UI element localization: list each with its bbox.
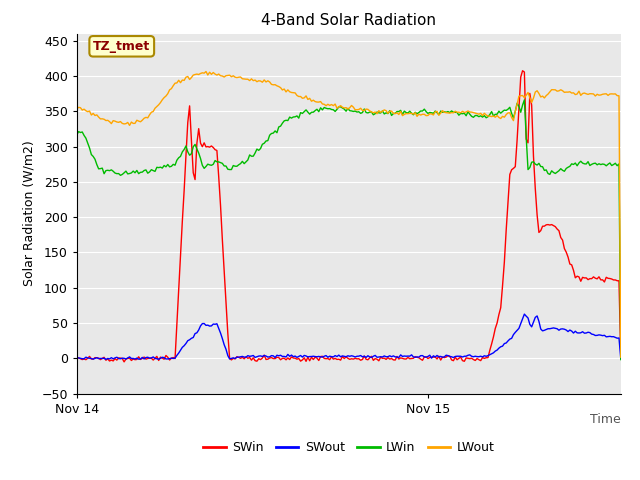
LWin — [568, 161, 575, 167]
SWin — [570, 267, 577, 273]
LWout — [533, 88, 541, 94]
SWout — [397, 352, 404, 358]
LWout — [73, 106, 81, 111]
LWin — [520, 97, 528, 103]
SWin — [397, 355, 404, 361]
Text: Time: Time — [590, 413, 621, 426]
LWin — [397, 108, 404, 113]
SWin — [617, 355, 625, 361]
SWout — [399, 354, 406, 360]
Legend: SWin, SWout, LWin, LWout: SWin, SWout, LWin, LWout — [198, 436, 499, 459]
SWout — [570, 330, 577, 336]
Line: LWout: LWout — [77, 72, 621, 358]
Title: 4-Band Solar Radiation: 4-Band Solar Radiation — [261, 13, 436, 28]
SWout — [73, 354, 81, 360]
LWout — [202, 69, 210, 74]
LWout — [617, 355, 625, 360]
LWin — [406, 108, 413, 114]
SWin — [518, 68, 526, 73]
SWout — [520, 311, 528, 317]
LWin — [533, 162, 541, 168]
SWin — [73, 355, 81, 361]
SWout — [535, 318, 543, 324]
SWin — [75, 355, 83, 361]
Line: LWin: LWin — [77, 100, 621, 360]
LWin — [73, 132, 81, 138]
LWout — [399, 113, 406, 119]
SWin — [535, 229, 543, 235]
SWout — [617, 356, 625, 362]
SWin — [408, 356, 415, 361]
SWin — [399, 356, 406, 361]
Line: SWout: SWout — [77, 314, 621, 360]
LWin — [395, 108, 403, 114]
LWin — [75, 129, 83, 134]
LWout — [408, 110, 415, 116]
LWin — [617, 357, 625, 363]
SWin — [120, 359, 128, 365]
Text: TZ_tmet: TZ_tmet — [93, 40, 150, 53]
LWout — [75, 105, 83, 110]
SWout — [408, 352, 415, 358]
Y-axis label: Solar Radiation (W/m2): Solar Radiation (W/m2) — [22, 141, 36, 287]
LWout — [568, 90, 575, 96]
Line: SWin: SWin — [77, 71, 621, 362]
SWout — [75, 355, 83, 361]
SWout — [102, 357, 109, 362]
LWout — [397, 108, 404, 114]
